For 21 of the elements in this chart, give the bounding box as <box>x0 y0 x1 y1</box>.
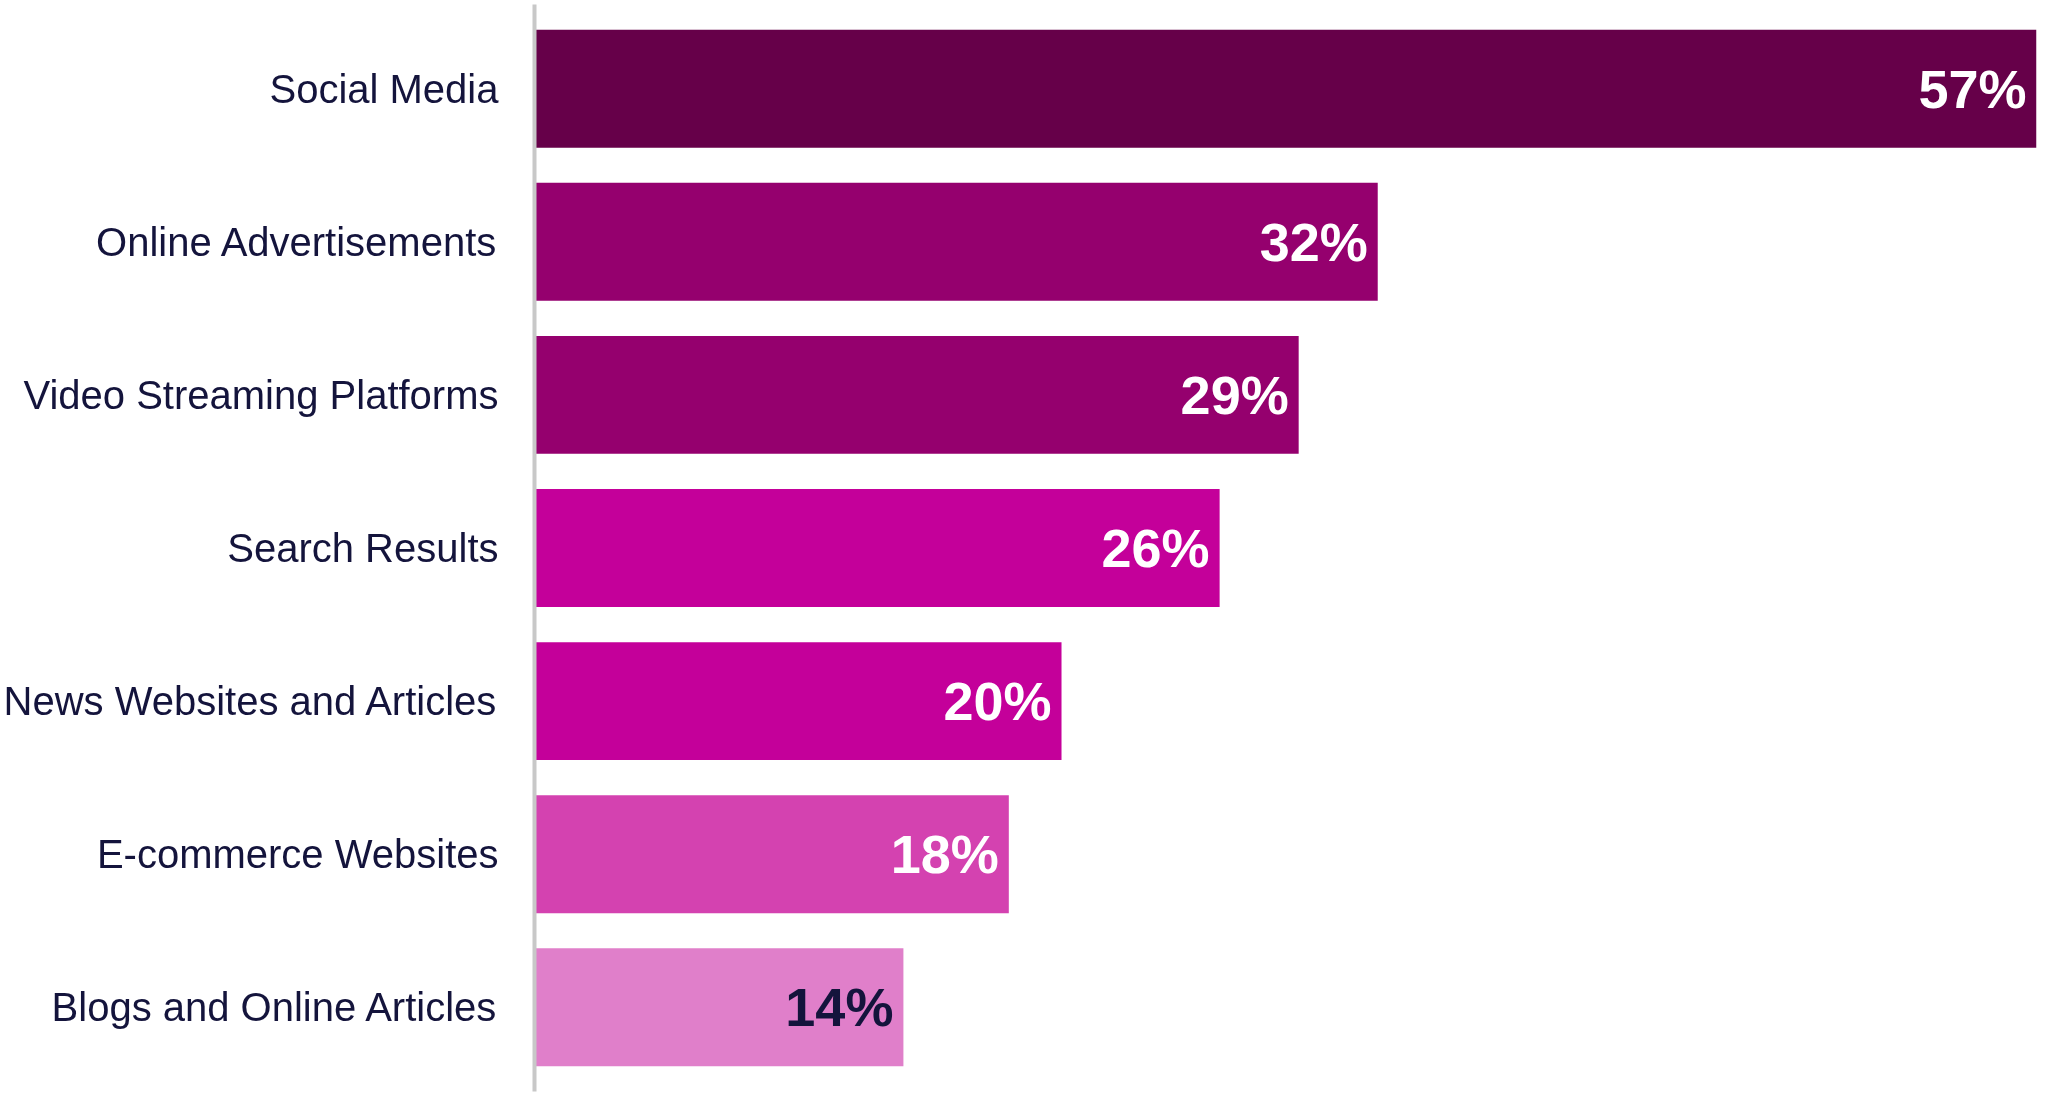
bar <box>534 642 1062 761</box>
data-label: 32% <box>1259 211 1368 272</box>
y-tick-label: Social Media <box>269 66 500 111</box>
bar <box>534 29 2037 148</box>
y-tick-label: Video Streaming Platforms <box>23 372 499 417</box>
y-tick-label: Search Results <box>227 526 499 570</box>
y-tick-label: E-commerce Websites <box>96 832 499 877</box>
data-label: 26% <box>1101 518 1210 578</box>
bar <box>534 948 904 1067</box>
y-tick-label: News Websites and Articles <box>3 679 497 724</box>
data-label: 18% <box>890 824 999 885</box>
bar <box>534 182 1378 301</box>
data-label: 14% <box>785 977 894 1038</box>
y-tick-label: Online Advertisements <box>96 219 497 264</box>
bar <box>534 335 1299 454</box>
data-label: 20% <box>943 671 1052 732</box>
y-tick-label: Blogs and Online Articles <box>51 985 497 1030</box>
bar <box>534 489 1220 607</box>
data-label: 57% <box>1918 58 2027 119</box>
data-label: 29% <box>1180 364 1289 425</box>
bar <box>534 795 1009 914</box>
